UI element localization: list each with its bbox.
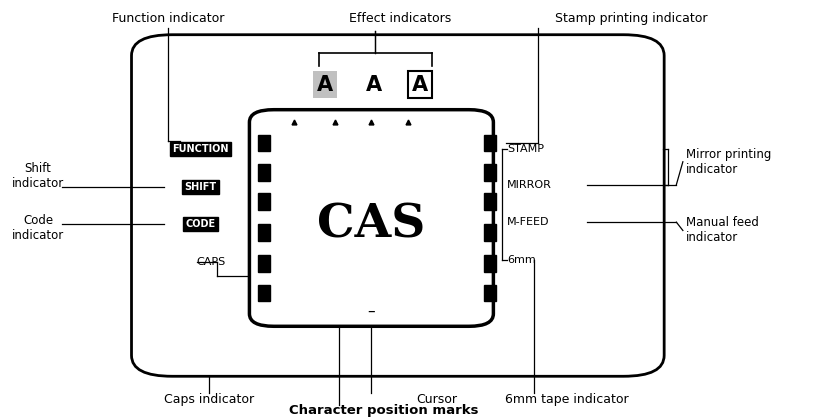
Text: Effect indicators: Effect indicators [348,12,451,24]
Text: FUNCTION: FUNCTION [172,144,228,154]
Text: Mirror printing
indicator: Mirror printing indicator [686,148,771,176]
Bar [259,135,270,151]
Bar [485,164,496,181]
Text: –: – [367,304,375,319]
Text: Manual feed
indicator: Manual feed indicator [686,216,759,244]
Bar [259,164,270,181]
Bar [259,255,270,272]
Bar [259,285,270,301]
Bar [485,135,496,151]
Bar [259,193,270,210]
Text: Character position marks: Character position marks [289,404,478,417]
Text: CAS: CAS [317,201,426,247]
Text: Stamp printing indicator: Stamp printing indicator [556,12,708,24]
Bar [485,193,496,210]
Text: Shift
indicator: Shift indicator [12,163,64,190]
Text: SHIFT: SHIFT [184,182,217,192]
Text: Code
indicator: Code indicator [12,214,64,242]
Text: CODE: CODE [185,219,215,229]
Text: Function indicator: Function indicator [112,12,224,24]
Text: 6mm tape indicator: 6mm tape indicator [505,393,628,406]
Text: Cursor: Cursor [416,393,457,406]
Bar [259,224,270,241]
Text: 6mm: 6mm [508,255,536,265]
Bar [485,255,496,272]
Bar [485,224,496,241]
Text: MIRROR: MIRROR [508,180,552,190]
Text: CAPS: CAPS [197,257,226,267]
Bar [485,285,496,301]
Text: A: A [366,75,382,94]
Text: M-FEED: M-FEED [508,217,550,227]
Text: STAMP: STAMP [508,144,544,154]
Text: Caps indicator: Caps indicator [164,393,254,406]
Text: A: A [317,75,333,94]
Text: A: A [412,75,428,94]
